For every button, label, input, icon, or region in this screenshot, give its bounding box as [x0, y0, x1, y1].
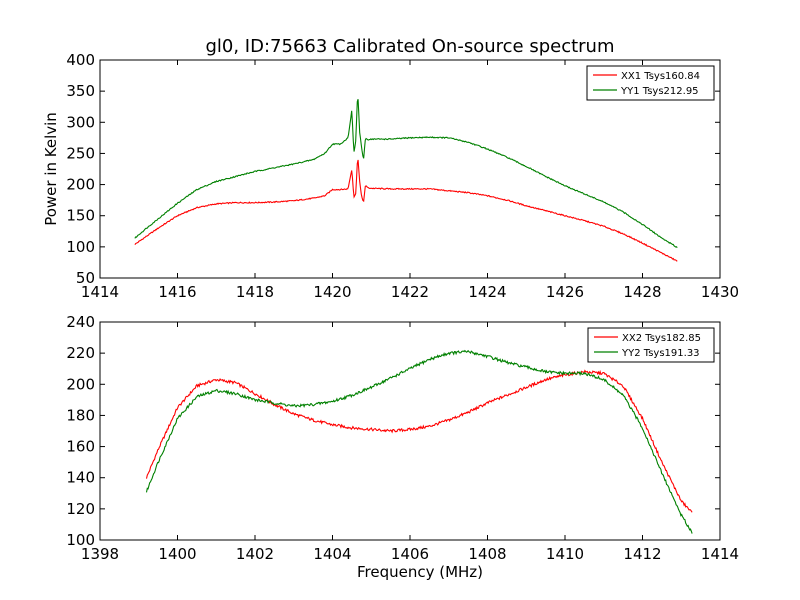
x-tick-label: 1430 [701, 283, 739, 301]
x-tick-label: 1406 [391, 545, 429, 563]
y-tick-label: 250 [66, 144, 95, 162]
y-tick-label: 240 [66, 313, 95, 331]
y-tick-label: 150 [66, 207, 95, 225]
series-line-1 [145, 369, 693, 513]
y-tick-label: 220 [66, 344, 95, 362]
x-axis-label: Frequency (MHz) [357, 563, 483, 581]
y-tick-label: 400 [66, 51, 95, 69]
top-spectrum-chart: 1414 1416 1418 1420 1422 1424 1426 1428 1430 50 10… [42, 51, 739, 301]
y-axis-label: Power in Kelvin [42, 112, 60, 226]
y-tick-label: 100 [66, 531, 95, 549]
legend-box [586, 65, 715, 101]
y-tick-label: 200 [66, 176, 95, 194]
figure-title: gl0, ID:75663 Calibrated On-source spect… [205, 36, 614, 57]
y-tick-label: 50 [76, 269, 95, 287]
x-tick-label: 1410 [546, 545, 584, 563]
legend-label-2: YY1 Tsys212.95 [620, 86, 699, 97]
series-line-2 [134, 99, 678, 249]
y-tick-label: 160 [66, 438, 95, 456]
y-tick-label: 120 [66, 500, 95, 518]
x-tick-label: 1412 [623, 545, 661, 563]
x-tick-label: 1402 [236, 545, 274, 563]
x-tick-label: 1420 [313, 283, 351, 301]
x-tick-label: 1400 [158, 545, 196, 563]
x-tick-label: 1428 [623, 283, 661, 301]
series-line-1 [134, 159, 678, 262]
y-tick-label: 140 [66, 469, 95, 487]
x-tick-label: 1418 [236, 283, 274, 301]
x-tick-label: 1404 [313, 545, 351, 563]
x-tick-label: 1408 [468, 545, 506, 563]
series-line-2 [145, 349, 693, 534]
y-tick-label: 300 [66, 113, 95, 131]
x-tick-label: 1398 [81, 545, 119, 563]
legend-label-2: YY2 Tsys191.33 [621, 348, 700, 359]
y-tick-label: 350 [66, 82, 95, 100]
x-tick-label: 1416 [158, 283, 196, 301]
x-tick-label: 1424 [468, 283, 506, 301]
x-tick-label: 1422 [391, 283, 429, 301]
y-tick-label: 100 [66, 238, 95, 256]
x-tick-label: 1414 [81, 283, 119, 301]
legend-box [587, 327, 715, 363]
x-tick-label: 1414 [701, 545, 739, 563]
bottom-spectrum-chart: 1398 1400 1402 1404 1406 1408 1410 1412 1414 100 1… [66, 313, 739, 581]
legend-label-1: XX1 Tsys160.84 [621, 71, 700, 82]
y-tick-label: 180 [66, 406, 95, 424]
y-tick-label: 200 [66, 375, 95, 393]
x-tick-label: 1426 [546, 283, 584, 301]
legend-label-1: XX2 Tsys182.85 [622, 333, 701, 344]
